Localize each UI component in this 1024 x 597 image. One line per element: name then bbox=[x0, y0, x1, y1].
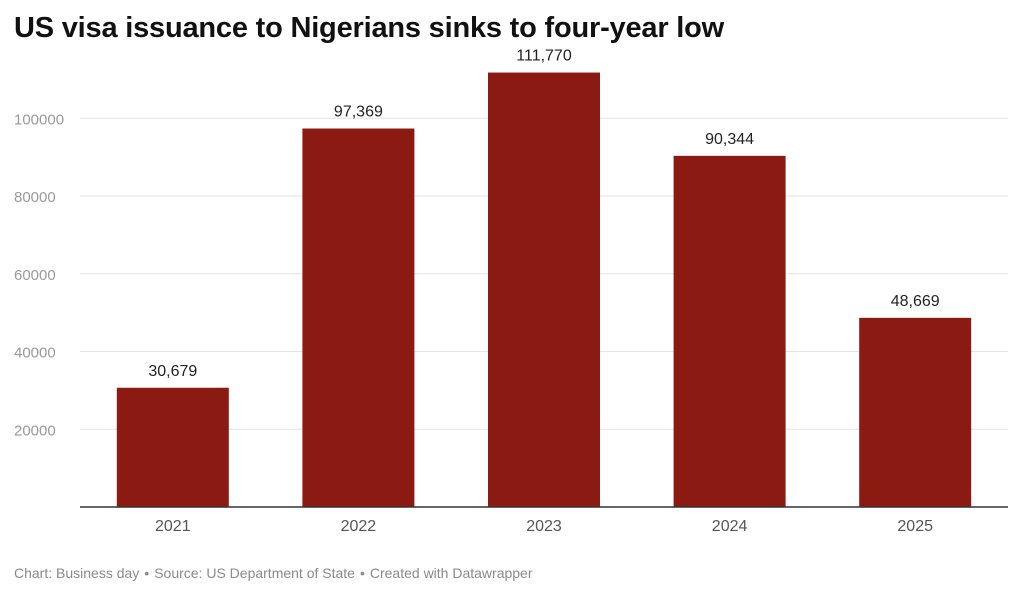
chart-title: US visa issuance to Nigerians sinks to f… bbox=[14, 12, 724, 44]
bar bbox=[488, 72, 600, 507]
source-credit: Source: US Department of State bbox=[154, 565, 355, 581]
tool-credit: Created with Datawrapper bbox=[369, 565, 533, 581]
footer-separator: • bbox=[359, 565, 365, 581]
chart-credit: Chart: Business day bbox=[14, 565, 140, 581]
bar bbox=[116, 387, 229, 507]
bar-value-label: 97,369 bbox=[334, 104, 383, 121]
footer-separator: • bbox=[144, 565, 150, 581]
y-tick-label: 20000 bbox=[14, 422, 56, 439]
y-tick-label: 40000 bbox=[14, 345, 56, 362]
bar bbox=[859, 317, 972, 507]
x-tick-label: 2024 bbox=[712, 518, 748, 535]
y-tick-label: 60000 bbox=[14, 267, 56, 284]
bar bbox=[302, 128, 415, 507]
x-tick-label: 2022 bbox=[341, 518, 377, 535]
x-tick-label: 2021 bbox=[155, 518, 191, 535]
y-tick-label: 100000 bbox=[14, 111, 64, 128]
chart-footer: Chart: Business day • Source: US Departmen… bbox=[14, 565, 533, 581]
bar-value-label: 48,669 bbox=[891, 293, 940, 310]
y-tick-label: 80000 bbox=[14, 189, 56, 206]
x-tick-label: 2023 bbox=[526, 518, 562, 535]
bar bbox=[673, 155, 786, 508]
x-tick-label: 2025 bbox=[897, 518, 933, 535]
bar-value-label: 111,770 bbox=[516, 48, 572, 65]
bar-value-label: 30,679 bbox=[148, 363, 197, 380]
bar-value-label: 90,344 bbox=[705, 131, 754, 148]
bar-chart: 20000 40000 60000 80000 100000 30,679 2021 97,3… bbox=[14, 48, 1008, 535]
